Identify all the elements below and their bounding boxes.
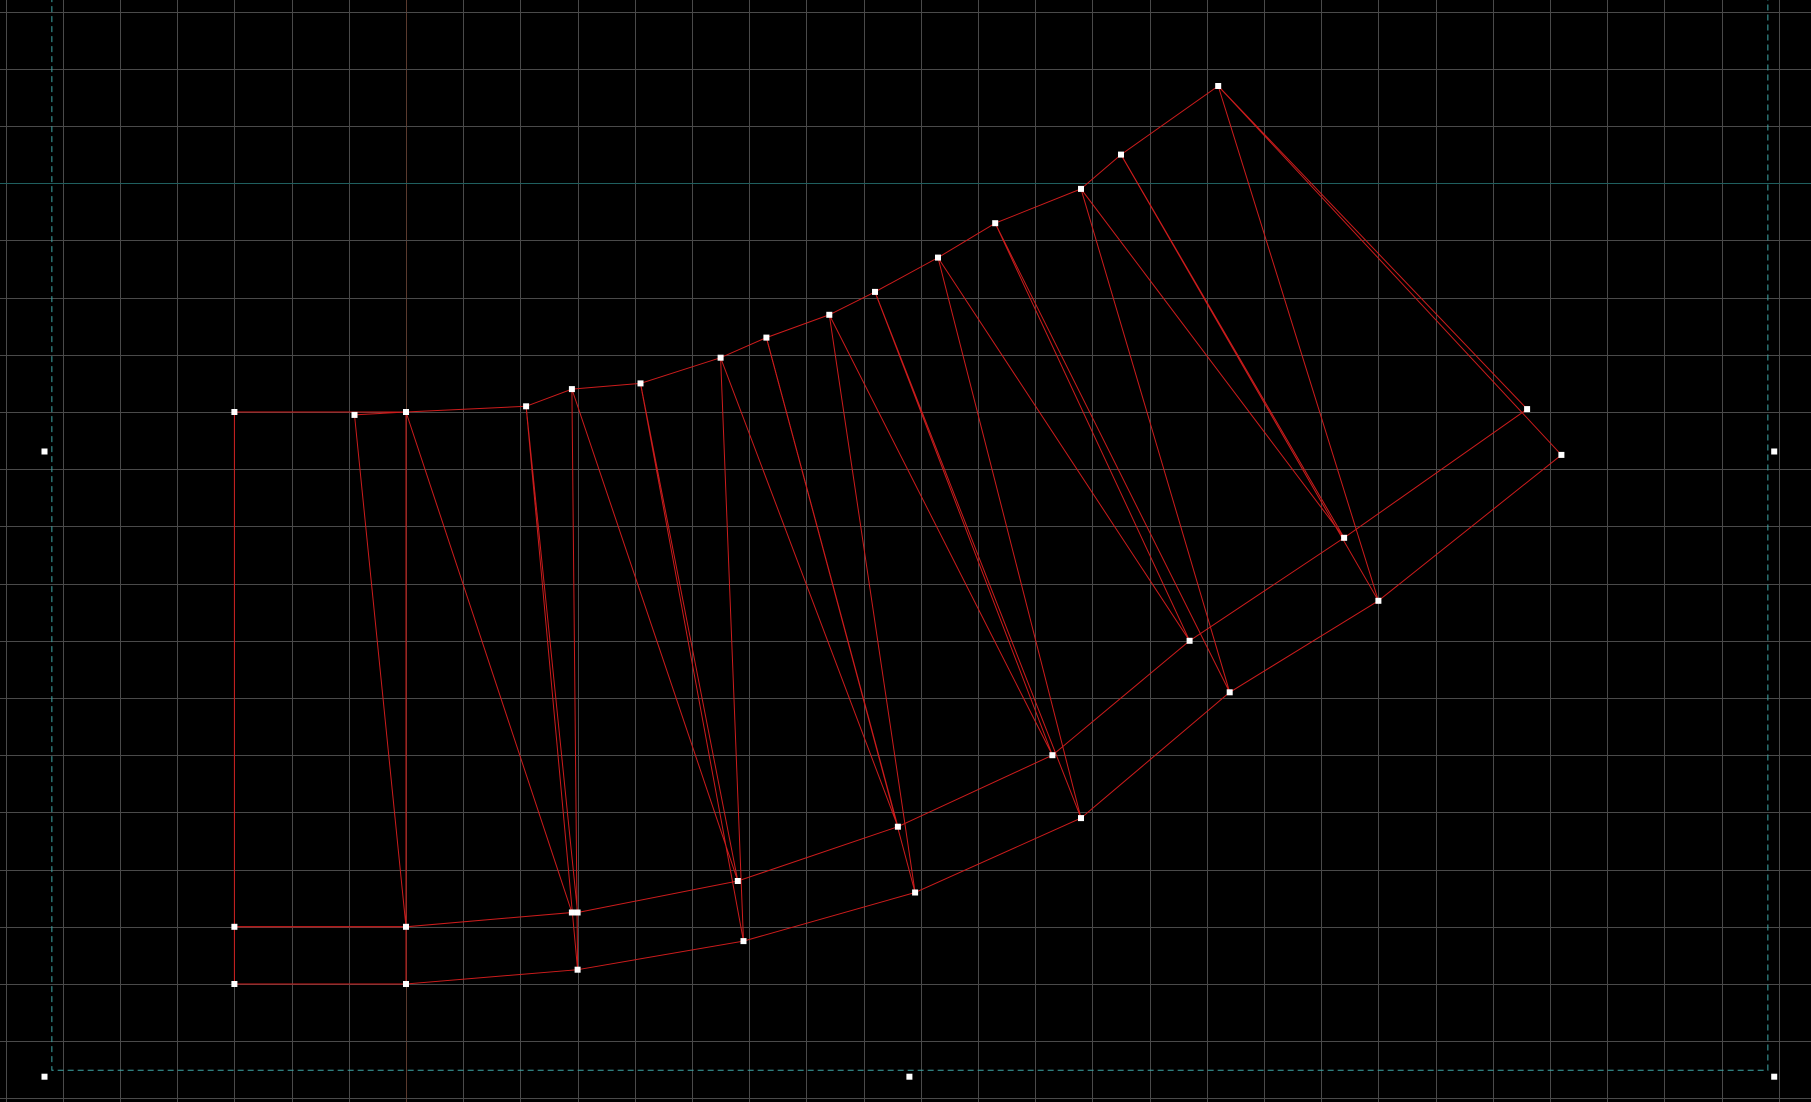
- brush-vertex[interactable]: [568, 909, 575, 916]
- brush-vertex[interactable]: [1375, 597, 1382, 604]
- brush-vertex[interactable]: [1215, 83, 1222, 89]
- brush-vertex[interactable]: [574, 909, 581, 916]
- brush-segment-2-upper[interactable]: [525, 388, 739, 914]
- brush-segment-1-lower[interactable]: [405, 405, 579, 985]
- brush-vertex[interactable]: [1078, 185, 1084, 192]
- brush-vertex[interactable]: [231, 409, 238, 415]
- brush-vertex[interactable]: [1558, 451, 1565, 458]
- brush-vertex[interactable]: [231, 981, 238, 987]
- brush-vertex[interactable]: [894, 823, 901, 830]
- brush-vertex[interactable]: [734, 878, 741, 884]
- brush-vertex[interactable]: [935, 254, 941, 261]
- brush-vertex[interactable]: [1524, 406, 1531, 413]
- brush-vertex[interactable]: [992, 220, 999, 227]
- brush-vertex[interactable]: [1118, 151, 1124, 158]
- brush-vertex[interactable]: [637, 380, 644, 387]
- brush-vertex[interactable]: [763, 334, 770, 341]
- brush-vertices[interactable]: [231, 83, 1565, 987]
- selection-bounds-outline: [51, 0, 1769, 1071]
- brush-vertex[interactable]: [872, 288, 878, 295]
- brush-segment-5-upper[interactable]: [874, 256, 1191, 757]
- brush-vertex[interactable]: [1341, 534, 1348, 541]
- handle-bottom-center[interactable]: [906, 1073, 913, 1080]
- handle-middle-right[interactable]: [1771, 448, 1778, 455]
- selection-handles[interactable]: [41, 0, 1778, 1080]
- brush-segment-7-upper[interactable]: [1120, 85, 1528, 539]
- brush-vertex[interactable]: [403, 409, 409, 415]
- brush-vertex[interactable]: [1078, 815, 1084, 822]
- brush-vertex[interactable]: [351, 411, 358, 418]
- brush-segment-4-lower[interactable]: [828, 291, 1082, 894]
- brush-segment-6-lower[interactable]: [1080, 153, 1380, 694]
- brush-vertex[interactable]: [574, 966, 581, 973]
- brush-segment-4-upper[interactable]: [765, 314, 1054, 828]
- brush-vertex[interactable]: [523, 403, 530, 410]
- brush-vertex[interactable]: [826, 311, 833, 318]
- brush-start-block-lower[interactable]: [233, 926, 407, 985]
- brush-vertex[interactable]: [740, 938, 747, 945]
- handle-bottom-left[interactable]: [41, 1073, 48, 1080]
- brush-vertex[interactable]: [403, 923, 409, 930]
- selection-bounds-rect: [51, 0, 1769, 1071]
- brush-segment-7-lower[interactable]: [1217, 85, 1563, 602]
- brush-vertex[interactable]: [1186, 637, 1193, 644]
- handle-middle-left[interactable]: [41, 448, 48, 455]
- handle-bottom-right[interactable]: [1771, 1073, 1778, 1080]
- brushes[interactable]: [233, 85, 1563, 985]
- brush-vertex[interactable]: [1049, 752, 1056, 759]
- brush-vertex[interactable]: [1226, 689, 1233, 696]
- brush-vertex[interactable]: [568, 386, 575, 393]
- brush-vertex[interactable]: [231, 923, 238, 930]
- brush-vertex[interactable]: [403, 981, 409, 987]
- brush-vertex[interactable]: [912, 889, 919, 896]
- brush-segment-3-upper[interactable]: [639, 357, 899, 882]
- brush-vertex[interactable]: [717, 354, 724, 361]
